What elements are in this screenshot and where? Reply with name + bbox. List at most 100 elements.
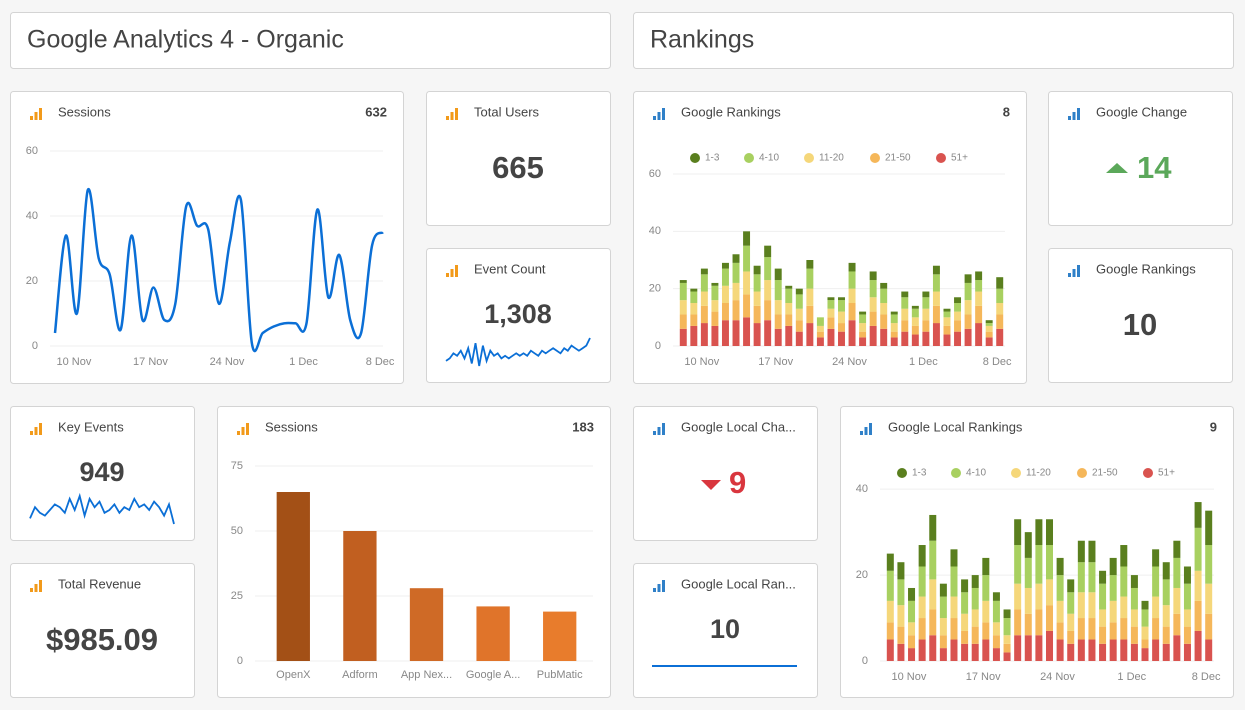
bar-segment	[918, 545, 926, 567]
bar-segment	[1183, 626, 1191, 644]
bar-segment	[901, 291, 909, 298]
x-tick-label: 8 Dec	[1192, 671, 1221, 683]
bar-segment	[848, 303, 856, 321]
bar-segment	[880, 314, 888, 329]
bar-segment	[918, 596, 926, 619]
card	[633, 563, 818, 698]
legend-label: 1-3	[705, 153, 720, 164]
bar-segment	[1056, 557, 1064, 576]
y-tick-label: 20	[649, 283, 661, 295]
widget-title: Event Count	[474, 261, 546, 276]
chart-total: 183	[572, 419, 594, 434]
bar-segment	[679, 282, 687, 301]
bar-segment	[827, 300, 835, 309]
bar-segment	[859, 314, 867, 324]
legend-label: 21-50	[885, 153, 911, 164]
bar-segment	[711, 285, 719, 301]
bar-segment	[816, 337, 824, 346]
bar-segment	[1077, 562, 1085, 593]
bar-segment	[992, 600, 1000, 623]
widget-value: $985.09	[46, 622, 158, 657]
icon-bar	[869, 423, 872, 435]
x-tick-label: 1 Dec	[1117, 671, 1146, 683]
bar-segment	[1109, 600, 1117, 623]
bar-segment	[753, 291, 761, 306]
bar-segment	[1045, 630, 1054, 661]
bar-segment	[721, 268, 729, 286]
bar-segment	[922, 297, 930, 309]
icon-bar	[653, 116, 656, 120]
bar-segment	[1120, 566, 1128, 597]
bar-segment	[753, 323, 761, 346]
x-tick-label: 10 Nov	[57, 356, 92, 368]
x-tick-label: 1 Dec	[909, 356, 938, 368]
bar-segment	[961, 613, 969, 631]
card	[217, 406, 611, 698]
bar-segment	[1056, 600, 1064, 623]
x-tick-label: 8 Dec	[983, 356, 1012, 368]
x-tick-label: 24 Nov	[1040, 671, 1075, 683]
card	[633, 12, 1234, 69]
bar-segment	[753, 305, 761, 324]
bar-segment	[922, 331, 930, 346]
bar-segment	[1024, 587, 1032, 614]
bar-segment	[764, 257, 772, 281]
card	[1048, 91, 1233, 226]
bar-segment	[816, 325, 824, 332]
icon-bar	[34, 584, 38, 592]
bar-segment	[897, 579, 905, 606]
bar-segment	[859, 337, 867, 346]
bar-segment	[711, 325, 719, 346]
bar-segment	[1109, 557, 1117, 576]
icon-bar	[450, 269, 454, 277]
bar-segment	[886, 622, 894, 640]
bar-segment	[1099, 643, 1107, 661]
icon-bar	[34, 112, 38, 120]
bar-segment	[932, 274, 940, 292]
bar-segment	[975, 271, 983, 281]
bar-segment	[700, 291, 708, 306]
widget-title: Total Revenue	[58, 576, 141, 591]
bar-segment	[971, 587, 979, 610]
bar-segment	[901, 297, 909, 309]
bar-segment	[1077, 592, 1085, 619]
bar-segment	[1130, 587, 1138, 610]
bar-segment	[985, 323, 993, 326]
bar-segment	[690, 291, 698, 303]
bar-segment	[838, 311, 845, 324]
icon-bar	[446, 273, 449, 277]
card	[10, 563, 195, 698]
bar-segment	[1056, 575, 1064, 601]
bar-segment	[982, 575, 990, 601]
x-tick-label: Google A...	[466, 669, 520, 681]
bar-segment	[996, 328, 1004, 346]
bar-segment	[1141, 648, 1149, 661]
bar-segment	[795, 331, 803, 346]
bar-segment	[1088, 592, 1096, 619]
bar-segment	[1014, 545, 1022, 584]
bar-segment	[700, 268, 708, 275]
bar-segment	[1077, 639, 1085, 661]
icon-bar	[1068, 273, 1071, 277]
bar-segment	[1088, 618, 1096, 640]
bar-segment	[880, 303, 888, 315]
bar-segment	[1024, 635, 1032, 661]
x-tick-label: 10 Nov	[684, 356, 719, 368]
bar-segment	[1120, 545, 1128, 567]
bar-segment	[954, 297, 962, 303]
icon-bar	[34, 427, 38, 435]
bar-segment	[700, 305, 708, 324]
bar-segment	[890, 314, 898, 324]
y-tick-label: 40	[856, 483, 868, 495]
card	[10, 91, 404, 384]
bar-segment	[711, 282, 719, 286]
icon-bar	[39, 108, 42, 120]
bar-segment	[785, 325, 793, 346]
bar-segment	[908, 648, 916, 661]
bar-segment	[982, 600, 990, 623]
bar-segment	[1067, 630, 1075, 644]
legend-label: 11-20	[1026, 468, 1051, 479]
widget-title: Key Events	[58, 419, 124, 434]
chart-total: 9	[1210, 419, 1217, 434]
icon-bar	[653, 431, 656, 435]
